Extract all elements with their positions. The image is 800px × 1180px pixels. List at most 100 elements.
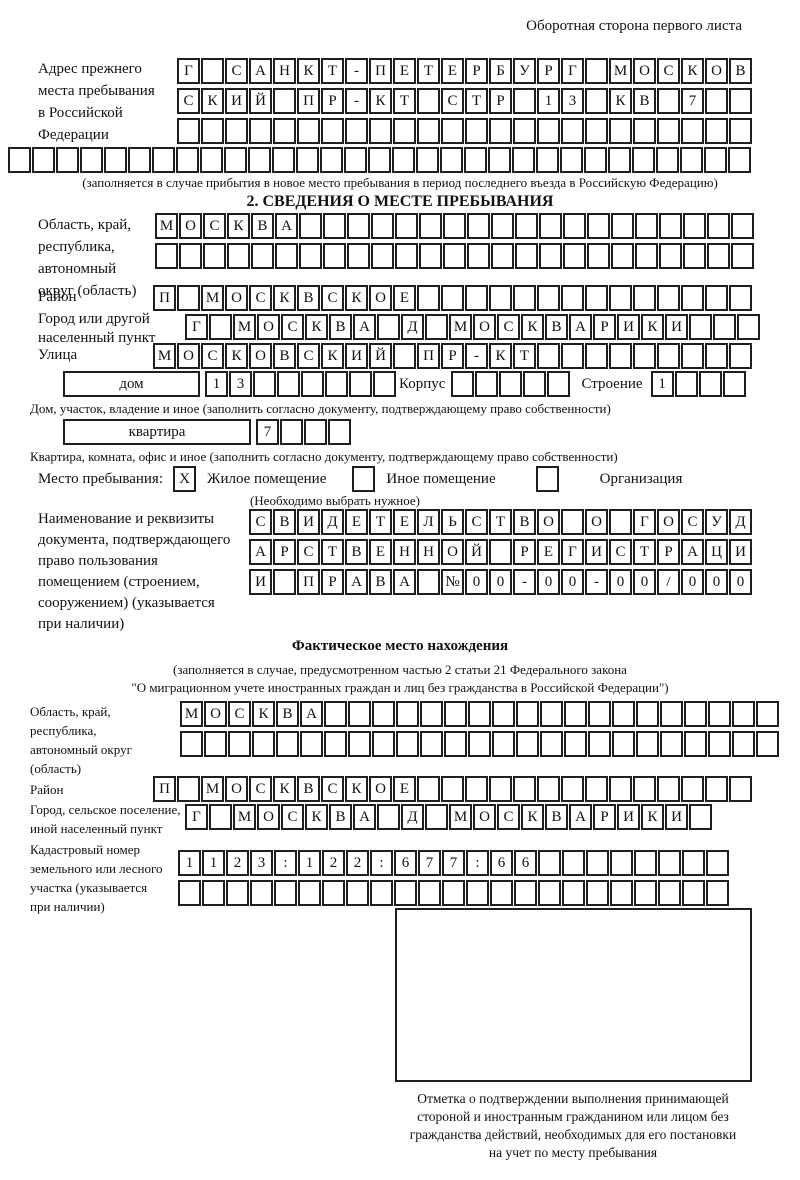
char-box[interactable] [705,343,728,369]
char-box-filled[interactable]: 0 [537,569,560,595]
char-box-filled[interactable]: Т [633,539,656,565]
char-box-filled[interactable]: 6 [490,850,513,876]
char-box-filled[interactable]: К [521,314,544,340]
char-box[interactable] [491,243,514,269]
char-box-filled[interactable]: 1 [298,850,321,876]
char-box-filled[interactable]: Р [465,58,488,84]
char-box-filled[interactable]: О [473,314,496,340]
char-box[interactable] [563,243,586,269]
char-box-filled[interactable]: К [273,285,296,311]
char-box[interactable] [420,701,443,727]
char-box[interactable] [394,880,417,906]
char-box[interactable] [179,243,202,269]
char-box-filled[interactable]: О [257,314,280,340]
char-box-filled[interactable]: С [465,509,488,535]
char-box-filled[interactable]: И [249,569,272,595]
char-box-filled[interactable]: М [201,776,224,802]
char-box[interactable] [705,88,728,114]
char-box[interactable] [226,880,249,906]
char-box[interactable] [609,776,632,802]
char-box-filled[interactable]: О [225,285,248,311]
checkbox[interactable] [352,466,376,492]
char-box[interactable] [372,731,395,757]
char-box[interactable] [706,850,729,876]
char-box-filled[interactable]: С [249,509,272,535]
char-box[interactable] [273,118,296,144]
char-box-filled[interactable]: И [297,509,320,535]
char-box[interactable] [610,850,633,876]
char-box[interactable] [201,118,224,144]
char-box[interactable] [705,118,728,144]
char-box-filled[interactable]: 3 [250,850,273,876]
char-box-filled[interactable]: 0 [465,569,488,595]
char-box[interactable] [713,314,736,340]
char-box[interactable] [732,701,755,727]
char-box-filled[interactable]: М [609,58,632,84]
char-box[interactable] [392,147,415,173]
char-box[interactable] [420,731,443,757]
char-box[interactable] [368,147,391,173]
char-box[interactable] [465,776,488,802]
char-box-filled[interactable]: Р [513,539,536,565]
char-box-filled[interactable]: В [273,509,296,535]
char-box[interactable] [177,776,200,802]
char-box[interactable] [689,314,712,340]
char-box[interactable] [609,285,632,311]
char-box[interactable] [514,880,537,906]
char-box[interactable] [8,147,31,173]
char-box[interactable] [323,243,346,269]
char-box-filled[interactable]: М [180,701,203,727]
char-box-filled[interactable]: В [545,314,568,340]
char-box-filled[interactable]: : [466,850,489,876]
char-box[interactable] [587,243,610,269]
char-box-filled[interactable]: 0 [681,569,704,595]
char-box-filled[interactable]: Н [417,539,440,565]
char-box[interactable] [660,701,683,727]
char-box[interactable] [585,285,608,311]
char-box[interactable] [731,243,754,269]
char-box[interactable] [444,701,467,727]
char-box-filled[interactable]: В [633,88,656,114]
char-box[interactable] [538,880,561,906]
char-box[interactable] [275,243,298,269]
char-box[interactable] [277,371,300,397]
char-box[interactable] [393,343,416,369]
char-box[interactable] [658,880,681,906]
char-box-filled[interactable]: М [233,804,256,830]
char-box[interactable] [465,118,488,144]
char-box[interactable] [633,285,656,311]
char-box-filled[interactable]: С [201,343,224,369]
char-box[interactable] [209,804,232,830]
char-box[interactable] [417,88,440,114]
char-box[interactable] [128,147,151,173]
char-box-filled[interactable]: - [513,569,536,595]
char-box-filled[interactable]: В [345,539,368,565]
char-box-filled[interactable]: О [633,58,656,84]
char-box[interactable] [538,850,561,876]
char-box-filled[interactable]: Д [401,314,424,340]
char-box-filled[interactable]: У [705,509,728,535]
char-box-filled[interactable]: С [177,88,200,114]
char-box-filled[interactable]: Т [369,509,392,535]
char-box-filled[interactable]: Г [177,58,200,84]
char-box[interactable] [756,731,779,757]
char-box[interactable] [611,243,634,269]
char-box[interactable] [634,850,657,876]
char-box[interactable] [301,371,324,397]
char-box-filled[interactable]: И [665,314,688,340]
char-box[interactable] [658,850,681,876]
char-box-filled[interactable]: О [657,509,680,535]
char-box-filled[interactable]: С [321,776,344,802]
char-box[interactable] [682,880,705,906]
char-box[interactable] [588,701,611,727]
char-box-filled[interactable]: Т [321,539,344,565]
char-box-filled[interactable]: В [276,701,299,727]
char-box-filled[interactable]: 0 [561,569,584,595]
char-box[interactable] [513,285,536,311]
char-box[interactable] [204,731,227,757]
char-box-filled[interactable]: У [513,58,536,84]
char-box-filled[interactable]: А [249,58,272,84]
char-box[interactable] [635,213,658,239]
char-box[interactable] [612,701,635,727]
char-box[interactable] [737,314,760,340]
